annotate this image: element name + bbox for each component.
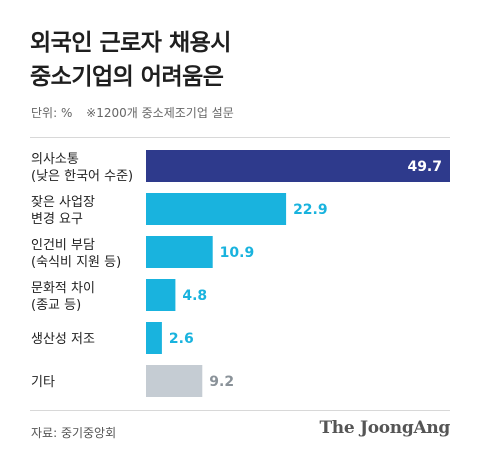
title-line-1: 외국인 근로자 채용시 <box>30 30 231 56</box>
value-label: 22.9 <box>293 202 328 218</box>
bottom-divider <box>30 410 450 411</box>
survey-note: ※1200개 중소제조기업 설문 <box>86 106 234 120</box>
bar <box>146 365 203 397</box>
title-line-2: 중소기업의 어려움은 <box>30 64 224 90</box>
bar <box>146 279 176 311</box>
category-label: 문화적 차이 (종교 등) <box>31 281 95 313</box>
chart-subtitle: 단위: % ※1200개 중소제조기업 설문 <box>31 104 234 121</box>
category-label: 기타 <box>31 375 55 390</box>
category-label: 인건비 부담 (숙식비 지원 등) <box>31 238 121 270</box>
value-label: 10.9 <box>220 245 255 261</box>
bar <box>146 236 213 268</box>
chart-title: 외국인 근로자 채용시 중소기업의 어려움은 <box>30 26 231 94</box>
value-label: 9.2 <box>209 374 234 390</box>
value-label: 4.8 <box>182 288 207 304</box>
value-label: 49.7 <box>407 159 442 175</box>
value-label: 2.6 <box>169 331 194 347</box>
bar <box>146 322 162 354</box>
publisher-logo: The JoongAng <box>319 418 450 438</box>
unit-label: 단위: % <box>31 106 73 120</box>
category-label: 생산성 저조 <box>31 332 95 347</box>
bar <box>146 150 450 182</box>
source-note: 자료: 중기중앙회 <box>31 426 117 440</box>
category-label: 의사소통 (낮은 한국어 수준) <box>31 152 133 184</box>
category-label: 잦은 사업장 변경 요구 <box>31 195 95 227</box>
bar <box>146 193 287 225</box>
top-divider <box>30 137 450 138</box>
